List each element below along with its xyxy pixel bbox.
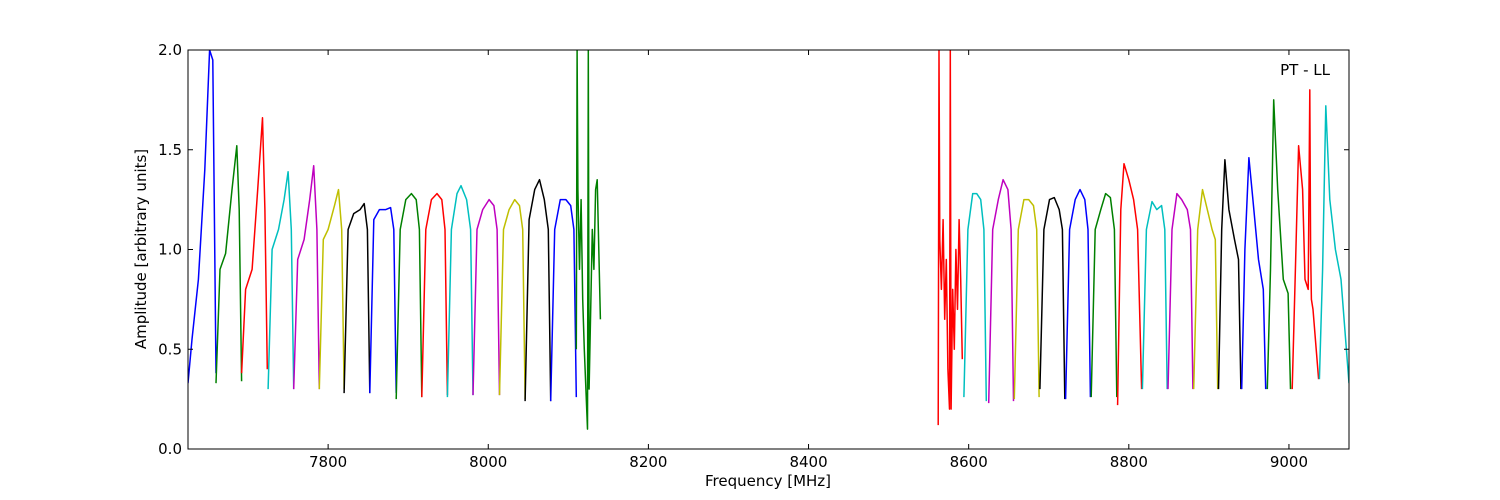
series-line-21 <box>1039 196 1066 400</box>
series-line-27 <box>1192 188 1219 390</box>
y-tick-label: 2.0 <box>158 41 182 59</box>
series-line-1 <box>188 50 217 384</box>
series-line-26 <box>1167 192 1194 390</box>
series-line-2 <box>215 145 243 384</box>
series-line-18 <box>963 192 988 402</box>
series-line-24 <box>1116 162 1143 406</box>
y-tick-label: 1.5 <box>158 141 182 159</box>
plot-area <box>188 50 1349 430</box>
x-tick-label: 8600 <box>950 453 988 471</box>
chart-annotation: PT - LL <box>1280 61 1331 79</box>
x-tick-label: 9000 <box>1270 453 1308 471</box>
series-line-31 <box>1291 89 1320 390</box>
series-line-7 <box>343 202 371 394</box>
y-tick-label: 0.0 <box>158 440 182 458</box>
series-line-22 <box>1064 188 1092 400</box>
series-line-16 <box>575 50 602 430</box>
plot-frame <box>187 49 1350 450</box>
series-line-6 <box>318 188 345 390</box>
series-line-13 <box>498 198 526 400</box>
axis-ticks: 7800 8000 8200 8400 8600 8800 9000 0.0 0.5 1.0 1.5… <box>158 41 1349 471</box>
x-tick-label: 7800 <box>309 453 347 471</box>
series-line-10 <box>421 192 449 398</box>
x-tick-label: 8400 <box>789 453 827 471</box>
series-line-11 <box>446 184 474 398</box>
series-line-15 <box>549 198 578 402</box>
y-tick-label: 1.0 <box>158 241 182 259</box>
series-line-3 <box>240 117 269 374</box>
y-tick-label: 0.5 <box>158 340 182 358</box>
series-line-25 <box>1141 200 1168 390</box>
series-line-5 <box>292 164 321 390</box>
y-axis-label: Amplitude [arbitrary units] <box>132 149 150 349</box>
series-line-30 <box>1266 99 1292 390</box>
x-tick-label: 8200 <box>629 453 667 471</box>
x-tick-label: 8800 <box>1110 453 1148 471</box>
series-line-4 <box>267 170 295 390</box>
series-line-14 <box>524 178 552 402</box>
series-line-12 <box>472 198 501 396</box>
series-line-17 <box>937 50 964 426</box>
series-line-9 <box>395 192 423 400</box>
series-line-8 <box>369 206 397 394</box>
series-line-29 <box>1240 156 1267 390</box>
series-line-20 <box>1013 198 1040 400</box>
x-axis-label: Frequency [MHz] <box>705 472 831 490</box>
series-line-28 <box>1217 158 1242 390</box>
x-tick-label: 8000 <box>469 453 507 471</box>
series-line-23 <box>1090 192 1118 398</box>
series-line-19 <box>987 178 1015 404</box>
series-line-32 <box>1318 105 1349 384</box>
